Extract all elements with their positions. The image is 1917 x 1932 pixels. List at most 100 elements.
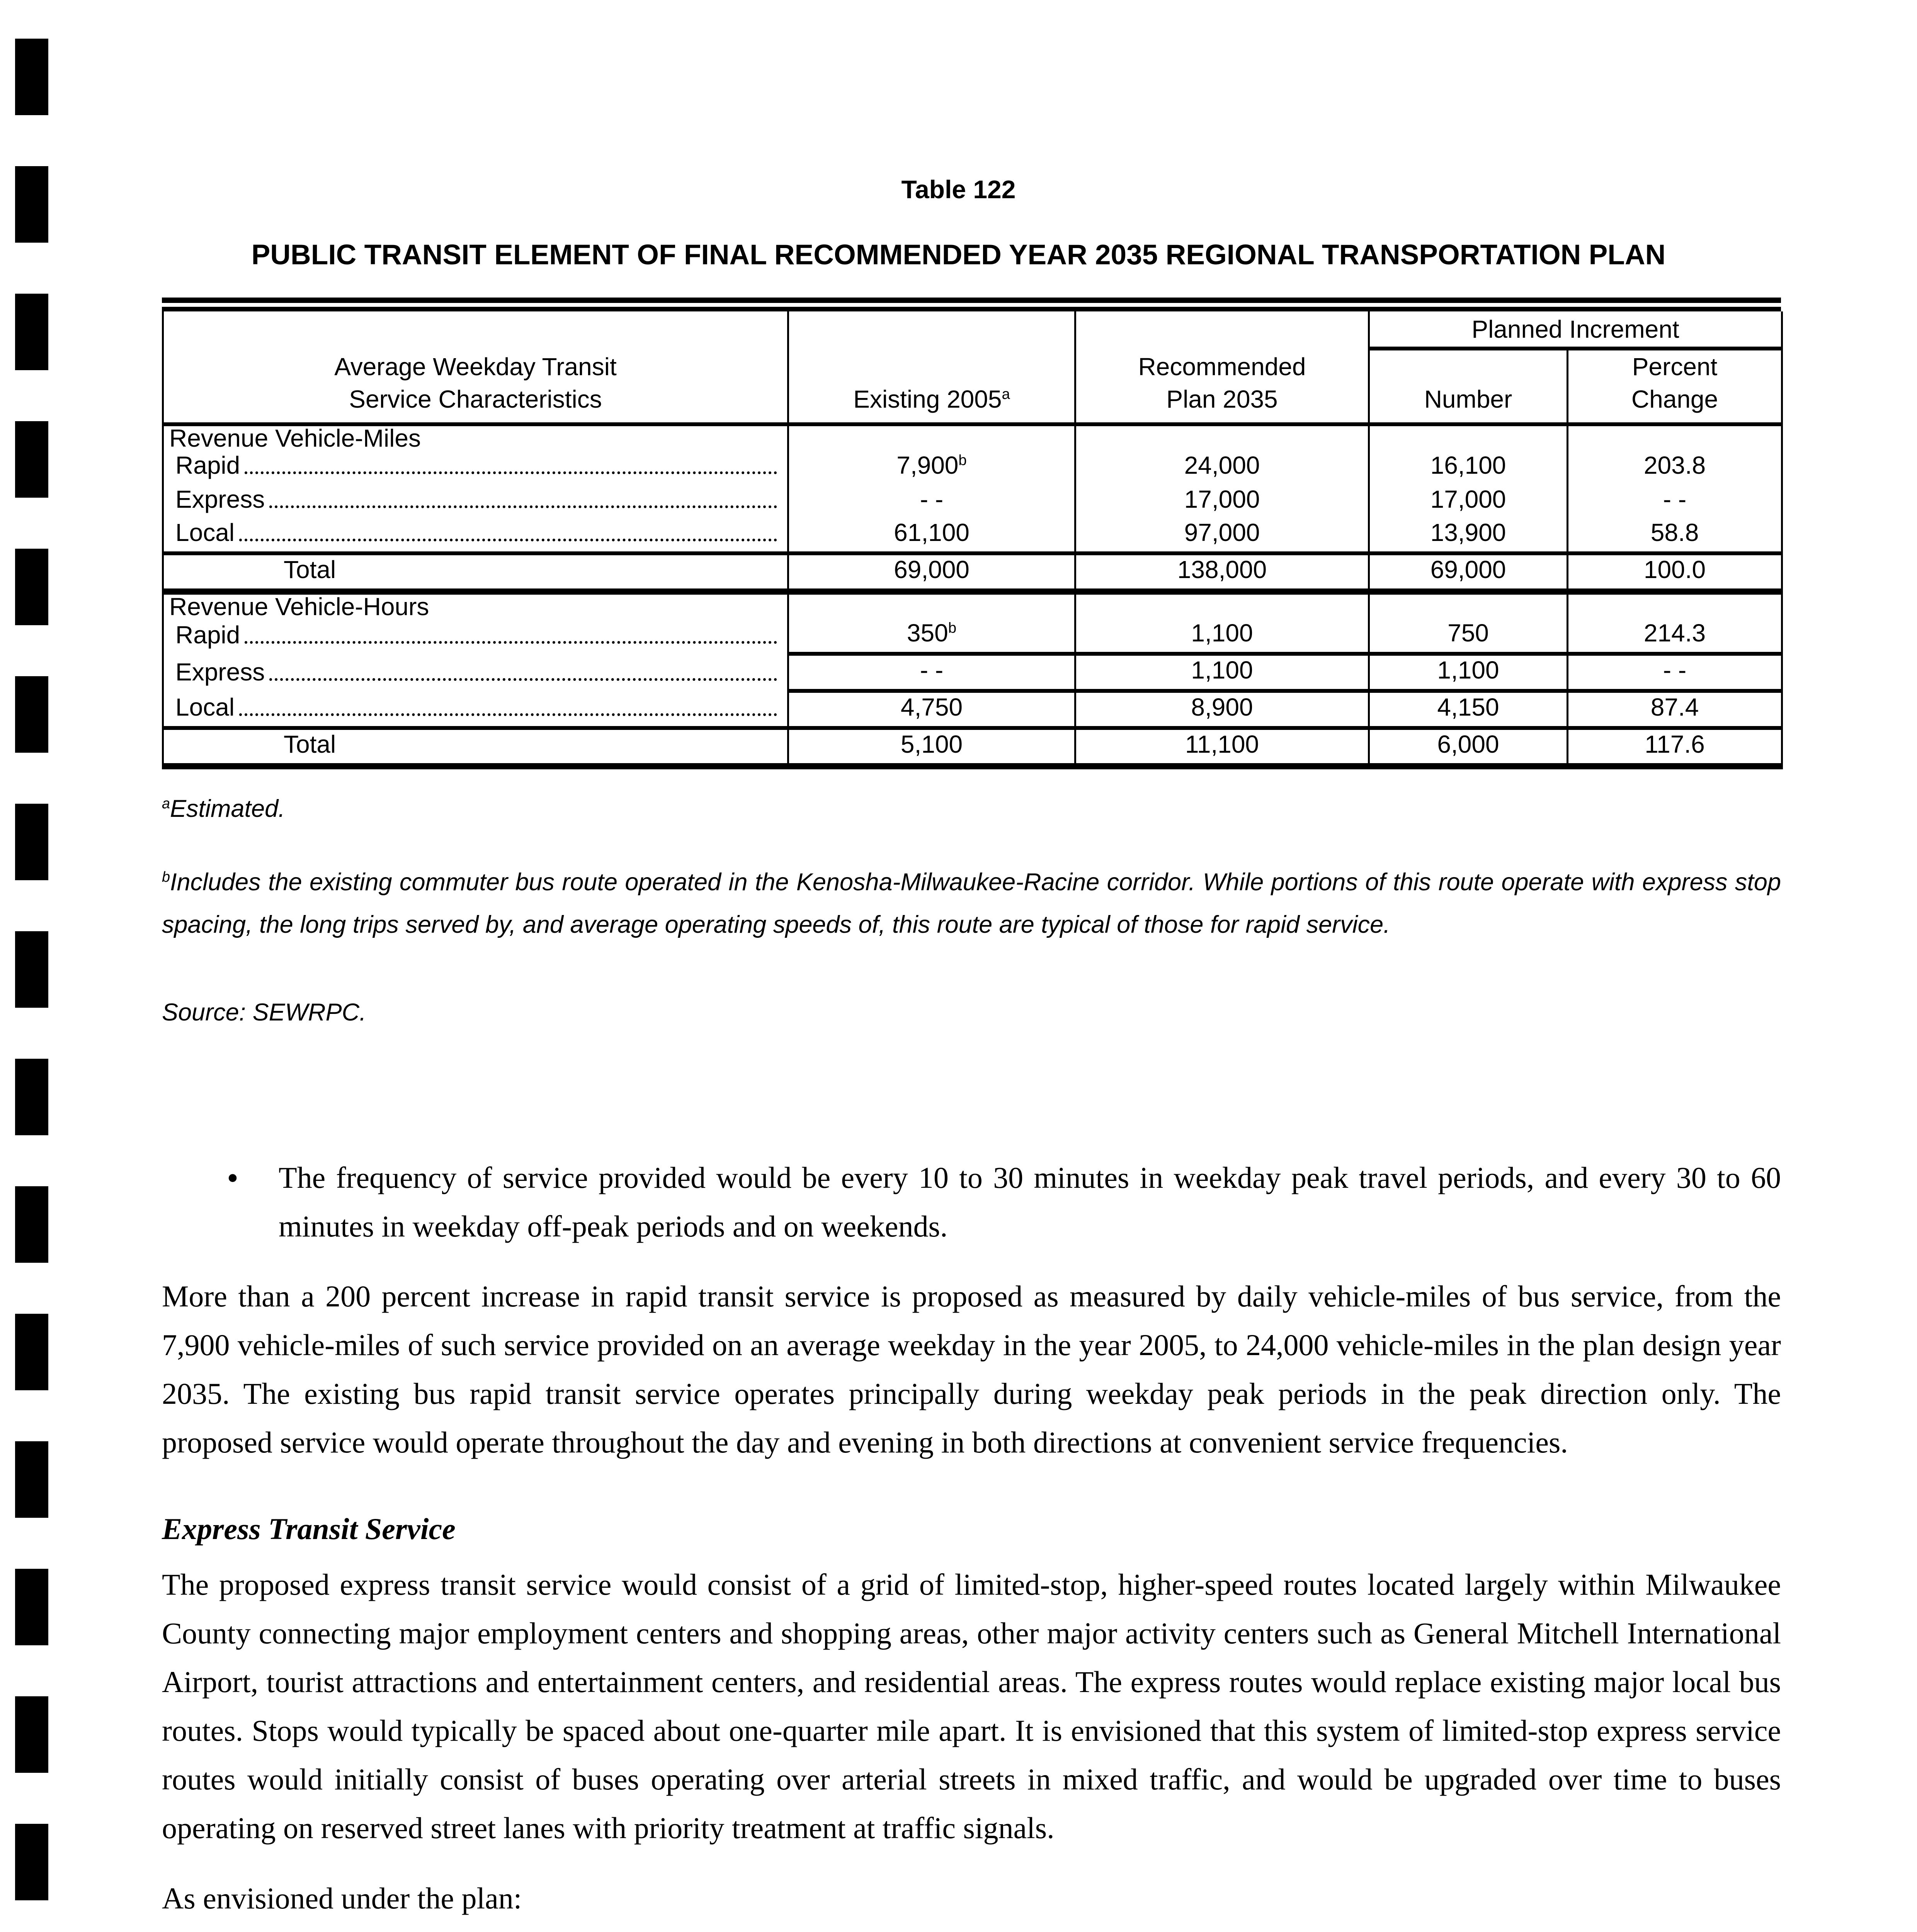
dot-leader xyxy=(239,539,777,541)
row-label: Express xyxy=(175,485,265,513)
header-recommended-plan: Recommended Plan 2035 xyxy=(1075,311,1370,426)
planned-increment-text: Planned Increment xyxy=(1471,315,1679,343)
header-planned-increment: Planned Increment xyxy=(1369,311,1783,350)
cell-existing: 350b xyxy=(788,619,1076,656)
cell-number: 6,000 xyxy=(1369,728,1568,769)
footnote-marker-b: b xyxy=(958,452,967,469)
cell-percent: - - xyxy=(1567,654,1783,693)
transit-service-table: Average Weekday Transit Service Characte… xyxy=(162,298,1783,769)
footnote-marker-a: a xyxy=(1002,386,1010,403)
row-label-cell: Rapid xyxy=(162,450,789,484)
cell-existing: 7,900b xyxy=(788,450,1076,484)
cell-value: 350 xyxy=(907,619,948,647)
table-row-miles-express: Express - - 17,000 17,000 - - xyxy=(162,484,1783,518)
row-label-cell: Local xyxy=(162,691,789,730)
table-header-row-1: Average Weekday Transit Service Characte… xyxy=(162,311,1783,426)
cell-percent: 87.4 xyxy=(1567,691,1783,730)
footnote-b-text: Includes the existing commuter bus route… xyxy=(162,869,1781,938)
row-label-cell: Rapid xyxy=(162,619,789,654)
cell-number: 69,000 xyxy=(1369,553,1568,595)
header-service-characteristics: Average Weekday Transit Service Characte… xyxy=(162,311,789,426)
section-label: Revenue Vehicle-Hours xyxy=(162,592,789,619)
dot-leader xyxy=(245,471,777,474)
dot-leader xyxy=(269,505,777,508)
header-line: Number xyxy=(1424,385,1512,413)
table-row-miles-total: Total 69,000 138,000 69,000 100.0 xyxy=(162,553,1783,595)
footnote-marker-b: b xyxy=(948,619,957,636)
table-header-row-2: Number Percent Change xyxy=(163,349,1783,426)
cell-number: 4,150 xyxy=(1369,691,1568,730)
header-number: Number xyxy=(1369,349,1568,426)
header-line: Recommended xyxy=(1138,353,1306,381)
table-row-hours-express: Express - - 1,100 1,100 - - xyxy=(162,654,1783,693)
cell-plan: 97,000 xyxy=(1075,518,1370,555)
row-label: Rapid xyxy=(175,451,240,479)
section-row-vehicle-miles: Revenue Vehicle-Miles xyxy=(162,424,1783,451)
document-title: PUBLIC TRANSIT ELEMENT OF FINAL RECOMMEN… xyxy=(251,239,1666,270)
row-label-cell: Express xyxy=(162,484,789,518)
header-line: Existing 2005a xyxy=(789,383,1074,415)
cell-existing: 5,100 xyxy=(788,728,1076,769)
cell-existing: - - xyxy=(788,654,1076,693)
paragraph-rapid-increase: More than a 200 percent increase in rapi… xyxy=(162,1279,1781,1459)
table-top-double-rule xyxy=(162,298,1781,311)
table-grid: Average Weekday Transit Service Characte… xyxy=(162,311,1783,769)
table-row-hours-total: Total 5,100 11,100 6,000 117.6 xyxy=(162,728,1783,769)
list-intro-as-envisioned: As envisioned under the plan: xyxy=(162,1881,522,1915)
table-number-label: Table 122 xyxy=(901,175,1016,204)
cell-percent: 58.8 xyxy=(1567,518,1783,555)
dot-leader xyxy=(245,641,777,644)
section-heading-express-transit: Express Transit Service xyxy=(162,1512,456,1546)
cell-plan: 11,100 xyxy=(1075,728,1370,769)
cell-percent: - - xyxy=(1567,484,1783,518)
row-label: Local xyxy=(175,519,235,546)
cell-number: 16,100 xyxy=(1369,450,1568,484)
cell-percent: 100.0 xyxy=(1567,553,1783,595)
cell-value: 7,900 xyxy=(896,451,959,479)
header-line: Percent xyxy=(1632,353,1718,381)
footnote-a: aEstimated. xyxy=(162,787,1781,830)
paragraph-express-service: The proposed express transit service wou… xyxy=(162,1568,1781,1845)
row-label-cell: Total xyxy=(162,728,789,769)
footnote-a-marker: a xyxy=(162,796,170,812)
cell-number: 17,000 xyxy=(1369,484,1568,518)
section-row-vehicle-hours: Revenue Vehicle-Hours xyxy=(162,592,1783,619)
row-label-cell: Express xyxy=(162,654,789,691)
cell-plan: 8,900 xyxy=(1075,691,1370,730)
table-row-hours-local: Local 4,750 8,900 4,150 87.4 xyxy=(162,691,1783,730)
cell-number: 750 xyxy=(1369,619,1568,656)
header-existing-text: Existing 2005 xyxy=(853,385,1002,413)
total-label: Total xyxy=(284,730,336,758)
table-row-miles-rapid: Rapid 7,900b 24,000 16,100 203.8 xyxy=(162,450,1783,484)
cell-plan: 17,000 xyxy=(1075,484,1370,518)
total-label: Total xyxy=(284,556,336,583)
header-percent-change: Percent Change xyxy=(1567,349,1783,426)
binding-marks xyxy=(15,39,48,1932)
bullet-item-frequency-rapid: The frequency of service provided would … xyxy=(227,1153,1781,1251)
cell-percent: 214.3 xyxy=(1567,619,1783,656)
row-label: Rapid xyxy=(175,621,240,649)
cell-existing: 69,000 xyxy=(788,553,1076,595)
table-row-miles-local: Local 61,100 97,000 13,900 58.8 xyxy=(162,518,1783,555)
cell-plan: 1,100 xyxy=(1075,654,1370,693)
footnote-b: bIncludes the existing commuter bus rout… xyxy=(162,861,1781,946)
cell-existing: 4,750 xyxy=(788,691,1076,730)
row-label-cell: Total xyxy=(162,553,789,595)
cell-plan: 1,100 xyxy=(1075,619,1370,656)
cell-plan: 24,000 xyxy=(1075,450,1370,484)
cell-plan: 138,000 xyxy=(1075,553,1370,595)
row-label-cell: Local xyxy=(162,518,789,555)
footnote-a-text: Estimated. xyxy=(170,795,285,822)
table-row-hours-rapid: Rapid 350b 1,100 750 214.3 xyxy=(162,619,1783,656)
cell-number: 13,900 xyxy=(1369,518,1568,555)
row-label: Express xyxy=(175,658,265,686)
cell-existing: 61,100 xyxy=(788,518,1076,555)
dot-leader xyxy=(269,678,777,681)
cell-percent: 117.6 xyxy=(1567,728,1783,769)
source-note: Source: SEWRPC. xyxy=(162,999,366,1026)
header-line: Plan 2035 xyxy=(1166,385,1278,413)
header-line: Service Characteristics xyxy=(349,385,602,413)
header-line: Change xyxy=(1631,385,1718,413)
header-line: Average Weekday Transit xyxy=(334,353,617,381)
row-label: Local xyxy=(175,693,235,721)
